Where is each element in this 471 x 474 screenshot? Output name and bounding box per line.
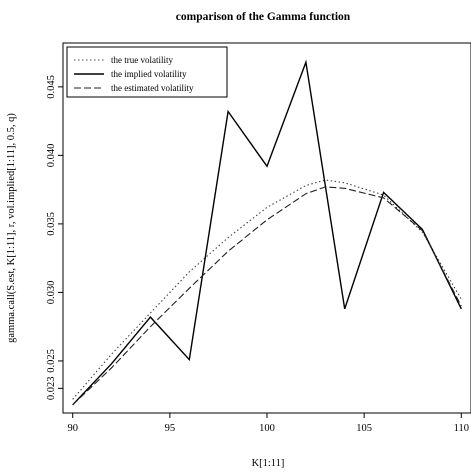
y-tick-label: 0.035 bbox=[46, 212, 57, 236]
legend-label-1: the true volatility bbox=[111, 55, 173, 65]
legend-label-3: the estimated volatility bbox=[111, 83, 194, 93]
x-tick-label: 110 bbox=[454, 423, 469, 434]
x-axis: 90 95 100 105 110 bbox=[67, 413, 469, 434]
x-tick-label: 95 bbox=[165, 423, 176, 434]
legend: the true volatility the implied volatilit… bbox=[66, 46, 228, 98]
x-tick-label: 100 bbox=[259, 423, 275, 434]
plot-frame bbox=[62, 42, 471, 414]
y-tick-label: 0.025 bbox=[46, 349, 57, 373]
series-line-1 bbox=[72, 179, 462, 400]
y-tick-label: 0.023 bbox=[46, 376, 57, 400]
x-axis-label: K[1:11] bbox=[252, 458, 285, 469]
y-axis: 0.023 0.025 0.030 0.035 0.040 0.045 bbox=[46, 75, 63, 400]
y-tick-label: 0.045 bbox=[46, 75, 57, 99]
series-line-2 bbox=[72, 59, 462, 406]
legend-box bbox=[66, 46, 228, 98]
y-axis-label: gamma.call(S.est, K[1:11], r, vol.implie… bbox=[6, 113, 17, 343]
chart-title: comparison of the Gamma function bbox=[176, 11, 351, 23]
x-tick-label: 105 bbox=[356, 423, 372, 434]
legend-label-2: the implied volatility bbox=[111, 69, 187, 79]
x-tick-label: 90 bbox=[67, 423, 78, 434]
series-layer bbox=[72, 59, 462, 406]
series-line-3 bbox=[72, 186, 462, 406]
y-tick-label: 0.030 bbox=[46, 281, 57, 305]
y-tick-label: 0.040 bbox=[46, 144, 57, 168]
